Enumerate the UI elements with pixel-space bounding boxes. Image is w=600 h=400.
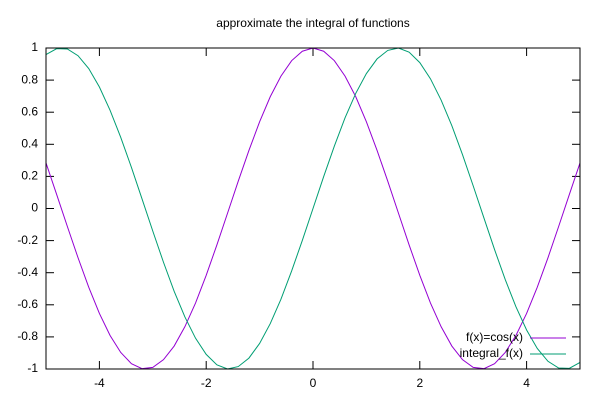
legend-label: f(x)=cos(x) bbox=[466, 330, 523, 344]
x-tick-label: 2 bbox=[416, 376, 423, 390]
y-tick-label: 1 bbox=[31, 40, 38, 54]
y-tick-label: 0.6 bbox=[21, 104, 38, 118]
chart-title: approximate the integral of functions bbox=[216, 16, 409, 30]
y-tick-label: -0.4 bbox=[17, 265, 38, 279]
y-tick-label: -1 bbox=[27, 361, 38, 375]
y-tick-label: 0.8 bbox=[21, 72, 38, 86]
y-tick-label: -0.6 bbox=[17, 297, 38, 311]
x-tick-label: 4 bbox=[523, 376, 530, 390]
y-tick-label: 0.2 bbox=[21, 169, 38, 183]
y-tick-label: -0.8 bbox=[17, 329, 38, 343]
y-tick-label: 0 bbox=[31, 201, 38, 215]
x-tick-label: -4 bbox=[94, 376, 105, 390]
y-tick-label: -0.2 bbox=[17, 233, 38, 247]
legend-label: integral_f(x) bbox=[460, 346, 523, 360]
data-line bbox=[45, 47, 581, 370]
x-tick-label: 0 bbox=[310, 376, 317, 390]
x-tick-label: -2 bbox=[201, 376, 212, 390]
plot-border bbox=[45, 47, 581, 370]
y-tick-label: 0.4 bbox=[21, 136, 38, 150]
